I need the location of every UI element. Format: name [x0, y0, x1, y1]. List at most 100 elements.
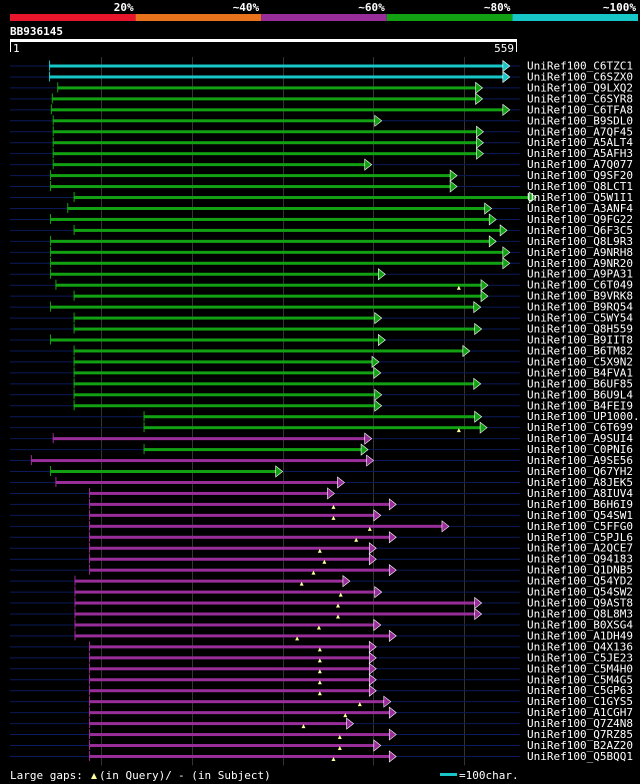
hit-end-arrow — [364, 432, 373, 445]
hit-end-arrow — [474, 607, 483, 621]
hit-label: UniRef100_UP1000.. — [527, 410, 640, 423]
hit-end-arrow — [502, 246, 511, 259]
hit-label: UniRef100_C6T699 — [527, 421, 633, 434]
hit-row: UniRef100_A1CGH7 — [10, 706, 633, 719]
hit-row: UniRef100_A8IUV4 — [10, 487, 633, 500]
hit-end-arrow — [473, 377, 482, 390]
hit-label: UniRef100_Q54SW1 — [527, 509, 633, 522]
hit-end-arrow — [368, 651, 377, 664]
hit-row: UniRef100_B6U9L4 — [10, 388, 633, 401]
hit-label: UniRef100_Q5W1I1 — [527, 191, 633, 204]
hit-label: UniRef100_C6SZX0 — [527, 70, 633, 83]
hit-bar — [89, 491, 329, 495]
hit-end-arrow — [368, 662, 377, 675]
hit-end-arrow — [475, 81, 484, 95]
hit-row: UniRef100_C5WY54 — [10, 312, 633, 325]
hit-end-arrow — [388, 629, 397, 643]
hit-end-arrow — [388, 498, 397, 511]
hit-row: UniRef100_C5M4H0 — [10, 662, 633, 675]
hit-bar — [52, 141, 478, 145]
hit-row: UniRef100_C6SZX0 — [10, 70, 633, 83]
hit-bar — [50, 108, 504, 112]
hit-end-arrow — [342, 575, 351, 588]
hit-end-arrow — [484, 202, 493, 215]
hit-bar — [49, 250, 504, 254]
hit-bar — [89, 645, 371, 649]
hit-row: UniRef100_B9RQ54 — [10, 301, 633, 314]
hit-label: UniRef100_Q4X136 — [527, 640, 633, 653]
query-gap-marker — [301, 724, 306, 729]
query-gap-marker-icon — [91, 773, 97, 779]
hit-end-arrow — [373, 509, 382, 522]
hit-end-arrow — [373, 739, 382, 752]
query-gap-marker — [331, 504, 336, 509]
hit-bar — [89, 546, 371, 550]
hit-bar — [49, 261, 504, 265]
hit-label: UniRef100_A9SE56 — [527, 454, 633, 467]
hit-label: UniRef100_B6TM82 — [527, 344, 633, 357]
hit-end-arrow — [502, 59, 511, 73]
hit-row: UniRef100_Q6F3C5 — [10, 224, 633, 237]
hit-bar — [74, 623, 375, 627]
hit-label: UniRef100_Q8L8M3 — [527, 608, 633, 621]
hit-label: UniRef100_B9RQ54 — [527, 301, 633, 314]
hit-label: UniRef100_A1DH49 — [527, 629, 633, 642]
hit-label: UniRef100_Q8H559 — [527, 323, 633, 336]
hit-label: UniRef100_C5M4G5 — [527, 673, 633, 686]
hit-label: UniRef100_C5GP63 — [527, 684, 633, 697]
hit-label: UniRef100_Q1DNB5 — [527, 564, 633, 577]
hit-row: UniRef100_C5PJL6 — [10, 531, 633, 544]
hit-bar — [52, 152, 478, 156]
hit-bar — [89, 667, 371, 671]
hit-label: UniRef100_B6UF85 — [527, 377, 633, 390]
hit-bar — [74, 634, 391, 638]
identity-scale-segment — [512, 14, 638, 21]
scale-100-char-bar — [440, 773, 457, 776]
hit-bar — [49, 239, 491, 243]
hit-end-arrow — [374, 585, 383, 599]
hit-bar — [89, 513, 375, 517]
hit-row: UniRef100_Q8L8M3 — [10, 608, 633, 621]
identity-scale-label: ~40% — [233, 1, 260, 14]
hit-row: UniRef100_C6T699 — [10, 421, 633, 434]
hit-end-arrow — [476, 136, 484, 149]
hit-row: UniRef100_C6TFA8 — [10, 103, 633, 116]
hit-row: UniRef100_B6UF85 — [10, 377, 633, 390]
hit-row: UniRef100_B9SDL0 — [10, 114, 633, 127]
query-gap-marker — [311, 570, 316, 575]
hit-bar — [74, 612, 476, 616]
query-gap-marker — [317, 680, 322, 685]
hit-end-arrow — [388, 728, 397, 741]
hit-label: UniRef100_Q9SF20 — [527, 169, 633, 182]
hit-end-arrow — [388, 531, 397, 544]
scale-text: =100char. — [459, 769, 519, 782]
hit-row: UniRef100_A5ALT4 — [10, 136, 633, 149]
hit-end-arrow — [474, 410, 483, 423]
hit-bar — [49, 305, 475, 309]
subject-gap-text: - (in Subject) — [178, 769, 271, 782]
hit-label: UniRef100_C6TZC1 — [527, 60, 633, 73]
hit-end-arrow — [502, 70, 511, 84]
hit-end-arrow — [480, 290, 489, 303]
hit-bar — [73, 196, 531, 200]
hit-row: UniRef100_Q8L9R3 — [10, 235, 633, 248]
hit-label: UniRef100_A5AFH3 — [527, 147, 633, 160]
hit-row: UniRef100_Q67YH2 — [10, 465, 633, 478]
hit-row: UniRef100_A5AFH3 — [10, 147, 633, 160]
query-gap-marker — [317, 647, 322, 652]
hit-bar — [52, 130, 478, 134]
hit-bar — [67, 206, 486, 210]
hit-label: UniRef100_B2AZ20 — [527, 739, 633, 752]
hit-row: UniRef100_B2AZ20 — [10, 739, 633, 752]
query-gap-marker — [336, 603, 341, 608]
hit-label: UniRef100_Q94183 — [527, 553, 633, 566]
identity-scale-segment — [135, 14, 262, 21]
hit-label: UniRef100_Q54YD2 — [527, 575, 633, 588]
hit-end-arrow — [474, 596, 483, 610]
hit-bar — [55, 283, 483, 287]
hit-label: UniRef100_Q5BQQ1 — [527, 750, 633, 763]
hit-bar — [143, 448, 363, 452]
hit-end-arrow — [360, 443, 369, 456]
hit-label: UniRef100_A7QF45 — [527, 125, 633, 138]
hit-end-arrow — [373, 366, 382, 379]
